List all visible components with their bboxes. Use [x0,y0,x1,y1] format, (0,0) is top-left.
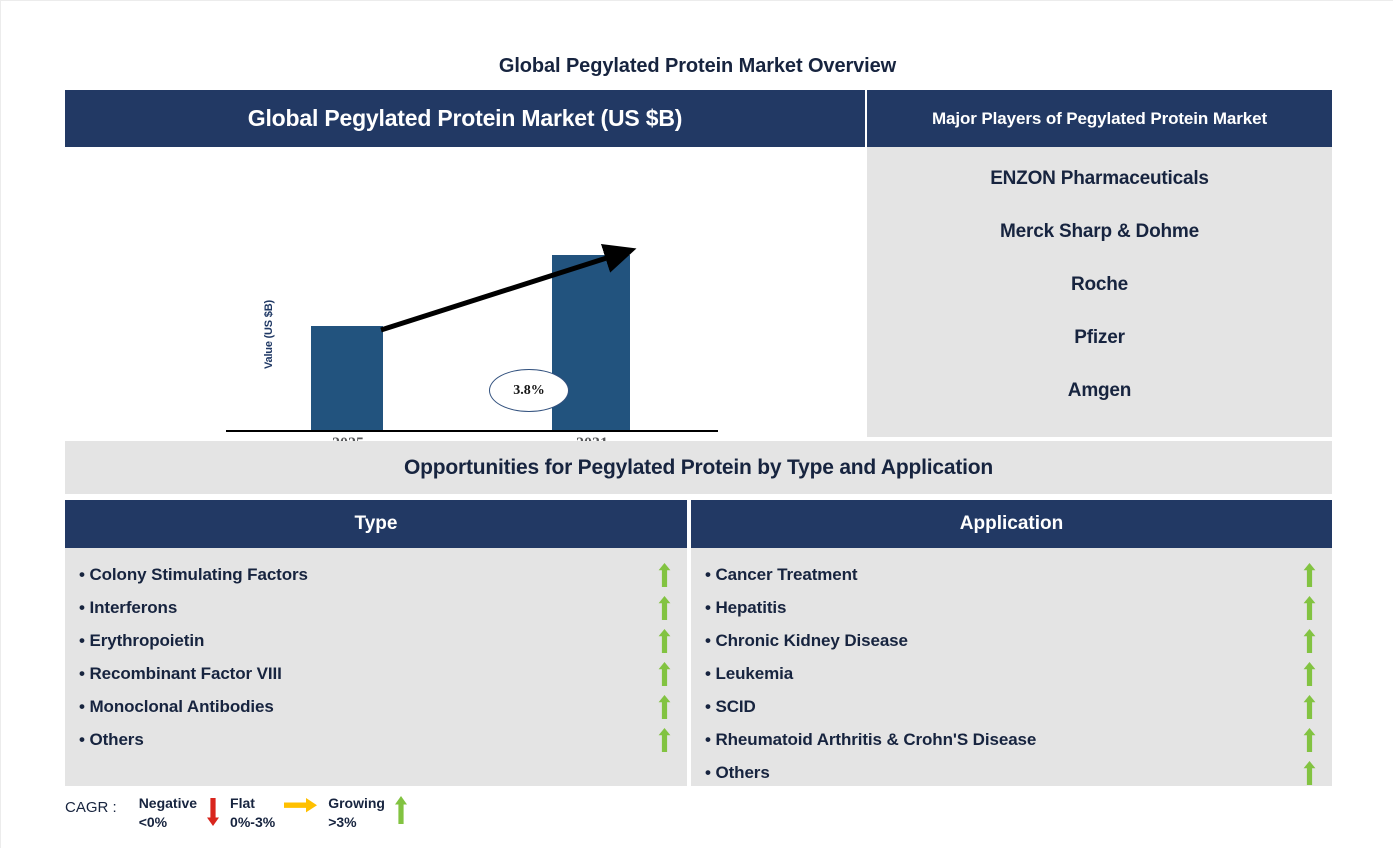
market-chart-panel: Global Pegylated Protein Market (US $B) … [65,90,865,493]
list-item-label: • Hepatitis [705,597,787,617]
arrow-right-yellow-icon [284,798,318,813]
legend-item-growing-range: >3% [328,813,357,830]
list-item: Roche [1070,274,1129,295]
major-players-list: ENZON Pharmaceuticals Merck Sharp & Dohm… [867,147,1332,437]
cagr-callout: 3.8% [489,369,569,412]
list-item-label: • Colony Stimulating Factors [79,564,308,584]
list-item: • Colony Stimulating Factors [65,558,687,591]
arrow-up-green-icon [658,628,671,653]
list-item: Merck Sharp & Dohme [1000,221,1199,242]
list-item: • Recombinant Factor VIII [65,657,687,690]
list-item-label: • Monoclonal Antibodies [79,696,274,716]
major-players-panel: Major Players of Pegylated Protein Marke… [867,90,1332,437]
list-item: • SCID [691,690,1332,723]
arrow-up-green-icon [658,727,671,752]
legend-item-flat-label: Flat [230,795,255,811]
list-item: Pfizer [1074,327,1125,348]
type-column: Type • Colony Stimulating Factors • Inte… [65,500,687,786]
page-title: Global Pegylated Protein Market Overview [498,55,897,77]
legend-item-negative-label: Negative [138,795,198,811]
legend-item-negative: Negative <0% [139,794,230,832]
legend-item-flat: Flat 0%-3% [230,794,328,832]
major-players-header: Major Players of Pegylated Protein Marke… [867,90,1332,147]
arrow-up-green-icon [1303,694,1316,719]
list-item-label: • Others [705,762,770,782]
legend-item-negative-range: <0% [138,813,168,830]
arrow-up-green-icon [1303,595,1316,620]
arrow-up-green-icon [658,595,671,620]
arrow-up-green-icon [658,562,671,587]
list-item: • Others [65,723,687,756]
list-item: ENZON Pharmaceuticals [990,168,1209,189]
arrow-up-green-icon [1303,760,1316,785]
list-item-label: • Cancer Treatment [705,564,858,584]
list-item: • Leukemia [691,657,1332,690]
type-column-header: Type [65,500,687,548]
cagr-legend: CAGR : Negative <0% Flat 0%-3% Growing >… [65,794,418,836]
list-item: • Monoclonal Antibodies [65,690,687,723]
arrow-down-red-icon [207,798,220,826]
bar-2025 [311,326,383,430]
type-list: • Colony Stimulating Factors • Interfero… [65,548,687,756]
list-item-label: • Recombinant Factor VIII [79,663,282,683]
arrow-up-green-icon [394,796,407,824]
list-item-label: • Interferons [79,597,178,617]
list-item: • Interferons [65,591,687,624]
list-item-label: • Others [79,729,144,749]
list-item: • Rheumatoid Arthritis & Crohn'S Disease [691,723,1332,756]
arrow-up-green-icon [1303,727,1316,752]
cagr-legend-title: CAGR : [65,799,117,816]
legend-item-growing-label: Growing [328,795,385,811]
arrow-up-green-icon [658,661,671,686]
list-item: • Erythropoietin [65,624,687,657]
list-item-label: • Erythropoietin [79,630,205,650]
list-item: • Cancer Treatment [691,558,1332,591]
legend-item-growing: Growing >3% [328,794,418,832]
list-item-label: • Leukemia [705,663,794,683]
list-item: Amgen [1067,380,1132,401]
application-column: Application • Cancer Treatment • Hepatit… [691,500,1332,786]
arrow-up-green-icon [1303,628,1316,653]
market-chart-header: Global Pegylated Protein Market (US $B) [65,90,865,147]
application-list: • Cancer Treatment • Hepatitis • Chronic… [691,548,1332,789]
bar-chart: Value (US $B) 3.8% 2025 2031 Source : Lu… [65,147,865,493]
list-item-label: • Chronic Kidney Disease [705,630,908,650]
opportunities-band: Opportunities for Pegylated Protein by T… [65,441,1332,494]
list-item: • Others [691,756,1332,789]
chart-x-axis [226,430,718,432]
legend-item-flat-range: 0%-3% [230,813,276,830]
legend-item-flat-text: Flat 0%-3% [230,794,275,832]
list-item: • Hepatitis [691,591,1332,624]
bar-2031 [552,255,630,430]
growth-arrow-icon [380,244,637,333]
legend-item-growing-text: Growing >3% [328,794,385,832]
legend-item-negative-text: Negative <0% [139,794,197,832]
arrow-up-green-icon [1303,661,1316,686]
list-item-label: • Rheumatoid Arthritis & Crohn'S Disease [705,729,1037,749]
application-column-header: Application [691,500,1332,548]
arrow-up-green-icon [658,694,671,719]
list-item-label: • SCID [705,696,756,716]
list-item: • Chronic Kidney Disease [691,624,1332,657]
chart-y-axis-label: Value (US $B) [263,300,275,369]
arrow-up-green-icon [1303,562,1316,587]
